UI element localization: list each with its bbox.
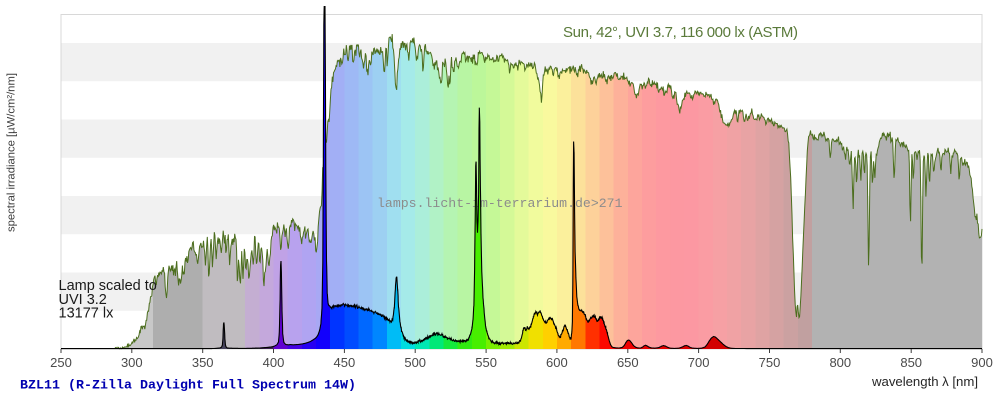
- svg-text:450: 450: [334, 355, 356, 370]
- svg-text:500: 500: [404, 355, 426, 370]
- svg-text:650: 650: [617, 355, 639, 370]
- svg-text:Sun, 42°, UVI 3.7, 116 000 lx: Sun, 42°, UVI 3.7, 116 000 lx (ASTM): [563, 24, 798, 41]
- svg-text:250: 250: [50, 355, 72, 370]
- svg-text:spectral irradiance [µW/cm²/nm: spectral irradiance [µW/cm²/nm]: [6, 73, 18, 232]
- svg-text:wavelength λ [nm]: wavelength λ [nm]: [871, 374, 978, 389]
- svg-text:800: 800: [829, 355, 851, 370]
- svg-text:400: 400: [263, 355, 285, 370]
- svg-text:900: 900: [971, 355, 993, 370]
- svg-text:700: 700: [688, 355, 710, 370]
- svg-text:Lamp scaled to: Lamp scaled to: [59, 278, 157, 294]
- svg-text:UVI 3.2: UVI 3.2: [59, 292, 107, 308]
- svg-text:550: 550: [475, 355, 497, 370]
- svg-text:750: 750: [759, 355, 781, 370]
- svg-text:lamps.licht-im-terrarium.de>27: lamps.licht-im-terrarium.de>271: [377, 196, 623, 211]
- svg-text:600: 600: [546, 355, 568, 370]
- svg-text:850: 850: [900, 355, 922, 370]
- svg-text:350: 350: [192, 355, 214, 370]
- svg-text:300: 300: [121, 355, 143, 370]
- svg-text:BZL11 (R-Zilla Daylight Full S: BZL11 (R-Zilla Daylight Full Spectrum 14…: [20, 378, 356, 393]
- svg-text:13177 lx: 13177 lx: [59, 306, 115, 322]
